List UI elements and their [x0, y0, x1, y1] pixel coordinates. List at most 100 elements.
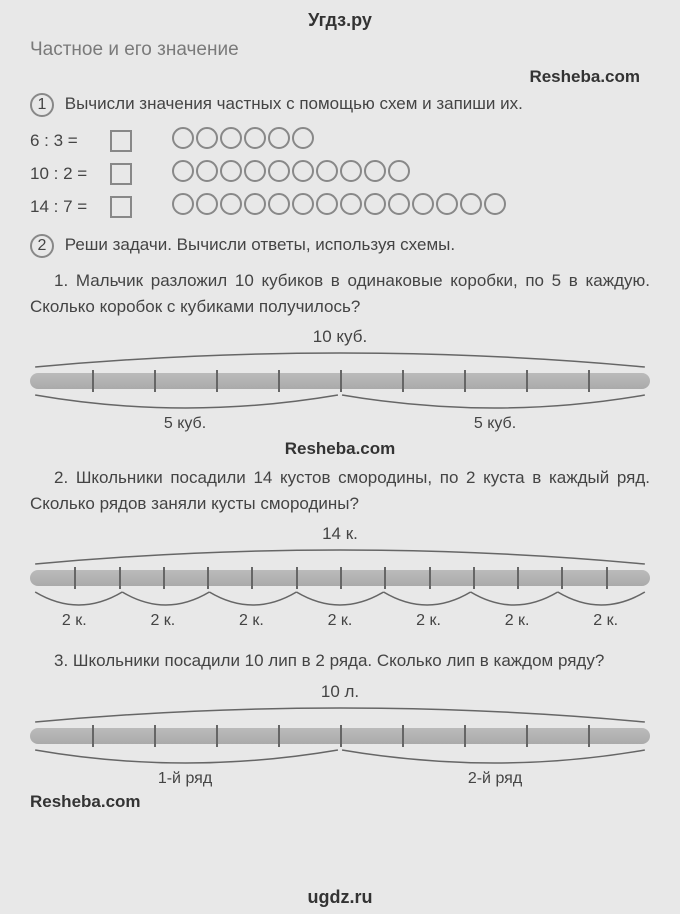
- circle: [460, 193, 482, 215]
- footer: ugdz.ru: [0, 887, 680, 908]
- p1-diagram: 10 куб. 5 куб. 5 куб.: [30, 327, 650, 433]
- watermark-resheba-1: Resheba.com: [30, 67, 650, 87]
- tick: [119, 567, 121, 589]
- p2-bar: [30, 570, 650, 586]
- tick: [216, 370, 218, 392]
- tick: [402, 725, 404, 747]
- p2-parts: 2 к. 2 к. 2 к. 2 к. 2 к. 2 к. 2 к.: [30, 612, 650, 630]
- tick: [402, 370, 404, 392]
- tick: [278, 725, 280, 747]
- tick: [429, 567, 431, 589]
- circle: [292, 160, 314, 182]
- tick: [588, 370, 590, 392]
- task2-intro: 2 Реши задачи. Вычисли ответы, используя…: [30, 232, 650, 258]
- watermark-resheba-2: Resheba.com: [30, 439, 650, 459]
- p2-text: 2. Школьники посадили 14 кустов смородин…: [30, 465, 650, 516]
- tick: [340, 567, 342, 589]
- tick: [74, 567, 76, 589]
- tick: [606, 567, 608, 589]
- tick: [340, 370, 342, 392]
- task1-num: 1: [30, 93, 54, 117]
- part-label: 2 к.: [416, 612, 441, 630]
- circle: [220, 160, 242, 182]
- tick: [163, 567, 165, 589]
- tick: [92, 725, 94, 747]
- circle: [484, 193, 506, 215]
- circle: [388, 160, 410, 182]
- tick: [473, 567, 475, 589]
- circle: [364, 160, 386, 182]
- part-label: 2 к.: [593, 612, 618, 630]
- p2-top: 14 к.: [30, 524, 650, 544]
- circle: [244, 160, 266, 182]
- tick: [464, 725, 466, 747]
- circle: [172, 193, 194, 215]
- circle: [172, 160, 194, 182]
- eq-label: 6 : 3 =: [30, 131, 110, 151]
- tick: [154, 370, 156, 392]
- tick: [561, 567, 563, 589]
- part-label: 2 к.: [150, 612, 175, 630]
- p1-top: 10 куб.: [30, 327, 650, 347]
- circle: [268, 193, 290, 215]
- part-label: 5 куб.: [164, 415, 206, 433]
- p2-arc-top: [30, 546, 650, 566]
- circle: [436, 193, 458, 215]
- circle: [316, 160, 338, 182]
- p3-diagram: 10 л. 1-й ряд 2-й ряд: [30, 682, 650, 788]
- circle: [220, 193, 242, 215]
- p3-text: 3. Школьники посадили 10 лип в 2 ряда. С…: [30, 648, 650, 674]
- tick: [207, 567, 209, 589]
- circle: [244, 193, 266, 215]
- tick: [464, 370, 466, 392]
- header-site: Угдз.ру: [30, 10, 650, 31]
- part-label: 2 к.: [239, 612, 264, 630]
- tick: [384, 567, 386, 589]
- circle: [316, 193, 338, 215]
- p3-top: 10 л.: [30, 682, 650, 702]
- circle: [340, 160, 362, 182]
- circle: [292, 127, 314, 149]
- part-label: 1-й ряд: [158, 770, 212, 788]
- answer-box: [110, 163, 132, 185]
- eq-row: 6 : 3 =: [30, 127, 650, 154]
- tick: [588, 725, 590, 747]
- part-label: 2 к.: [328, 612, 353, 630]
- circle: [292, 193, 314, 215]
- tick: [340, 725, 342, 747]
- eq-label: 10 : 2 =: [30, 164, 110, 184]
- section-title: Частное и его значение: [30, 39, 650, 61]
- circle: [412, 193, 434, 215]
- tick: [296, 567, 298, 589]
- circle: [172, 127, 194, 149]
- circle-group: [172, 160, 412, 187]
- part-label: 2 к.: [62, 612, 87, 630]
- circle: [340, 193, 362, 215]
- p1-bar: [30, 373, 650, 389]
- eq-label: 14 : 7 =: [30, 197, 110, 217]
- circle: [220, 127, 242, 149]
- part-label: 2-й ряд: [468, 770, 522, 788]
- circle: [268, 127, 290, 149]
- part-label: 5 куб.: [474, 415, 516, 433]
- p2-diagram: 14 к. 2 к. 2 к. 2 к. 2 к. 2 к. 2 к. 2 к.: [30, 524, 650, 630]
- circle: [196, 193, 218, 215]
- circle-group: [172, 127, 316, 154]
- p1-arc-top: [30, 349, 650, 369]
- circle: [388, 193, 410, 215]
- eq-row: 10 : 2 =: [30, 160, 650, 187]
- part-label: 2 к.: [505, 612, 530, 630]
- p1-text: 1. Мальчик разложил 10 кубиков в одинако…: [30, 268, 650, 319]
- tick: [251, 567, 253, 589]
- tick: [154, 725, 156, 747]
- p2-arc-bot: [30, 590, 650, 610]
- circle: [244, 127, 266, 149]
- circle: [196, 160, 218, 182]
- circle: [196, 127, 218, 149]
- tick: [216, 725, 218, 747]
- p1-arc-bot: [30, 393, 650, 413]
- watermark-resheba-3: Resheba.com: [30, 792, 650, 812]
- equations: 6 : 3 = 10 : 2 = 14 : 7 =: [30, 127, 650, 220]
- tick: [92, 370, 94, 392]
- tick: [278, 370, 280, 392]
